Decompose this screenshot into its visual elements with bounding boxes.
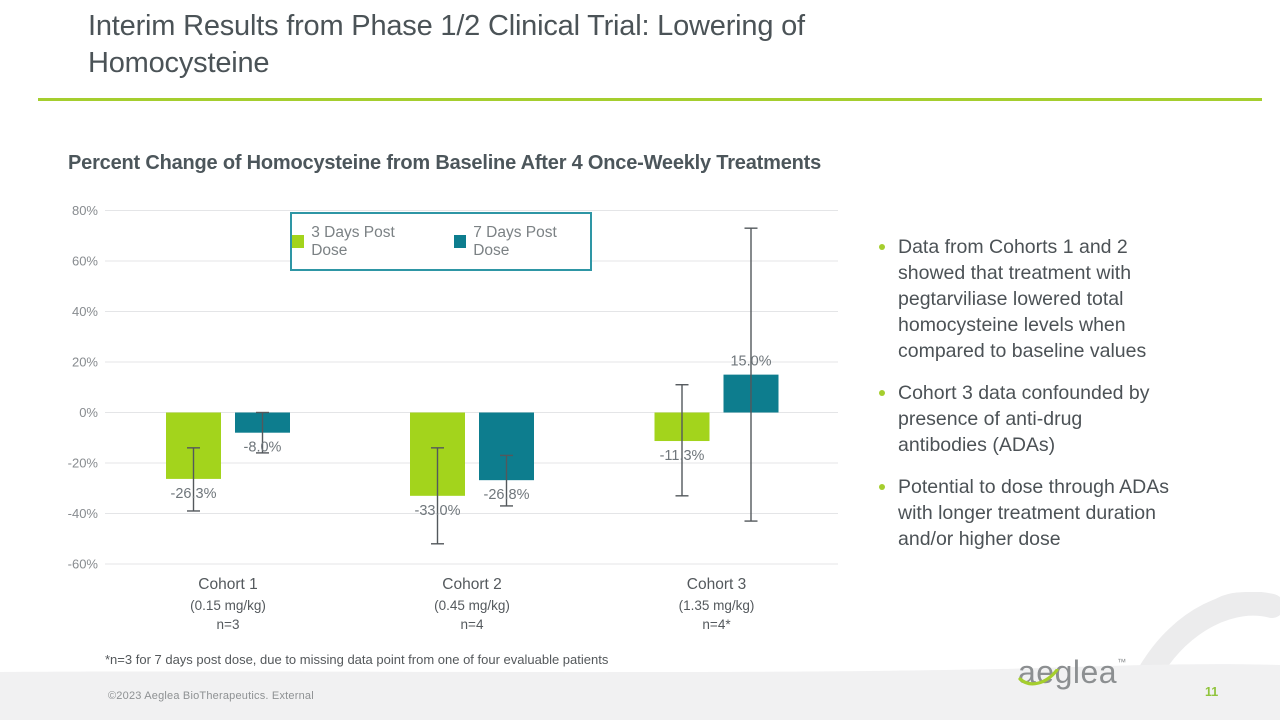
value-label-series-1-cohort-1: -8.0% [244, 440, 282, 456]
error-bar-series-1-cohort-1 [256, 411, 269, 454]
error-bar-series-0-cohort-2 [431, 447, 444, 545]
value-label-series-0-cohort-3: -11.3% [660, 448, 705, 464]
trademark-symbol: ™ [1117, 657, 1127, 667]
y-axis-tick-label: -60% [68, 557, 99, 572]
error-bar-series-0-cohort-3 [675, 384, 689, 497]
value-label-series-0-cohort-2: -33.0% [415, 503, 461, 519]
y-axis-tick-label: -20% [68, 456, 99, 471]
chart-footnote: *n=3 for 7 days post dose, due to missin… [105, 652, 609, 667]
page-number: 11 [1205, 685, 1219, 699]
value-label-series-0-cohort-1: -26.3% [171, 486, 217, 502]
y-axis-tick-label: -40% [68, 506, 99, 521]
bullet-item-1: Data from Cohorts 1 and 2 showed that tr… [872, 234, 1217, 364]
bullet-list: Data from Cohorts 1 and 2 showed that tr… [872, 234, 1217, 568]
copyright-text: ©2023 Aeglea BioTherapeutics. External [108, 690, 314, 702]
bar-chart: 80% 60% 40% 20% 0% -20% -40% -60% -26.3% -33.0% -1… [68, 203, 838, 632]
legend-label-3-days: 3 Days Post Dose [311, 223, 395, 259]
category-label-cohort-2-line-3: n=4 [461, 617, 484, 632]
corner-swoosh-icon [1140, 592, 1280, 672]
logo-swoosh-icon [1018, 669, 1059, 686]
footer-band [0, 664, 1280, 720]
bullet-item-2: Cohort 3 data confounded by presence of … [872, 380, 1217, 458]
category-label-cohort-1-line-1: Cohort 1 [198, 576, 257, 593]
legend-swatch-green-icon [292, 235, 305, 248]
slide-title: Interim Results from Phase 1/2 Clinical … [88, 10, 805, 79]
y-axis-tick-label: 80% [72, 203, 98, 218]
legend-swatch-teal-icon [454, 235, 467, 248]
legend-label-7-days: 7 Days Post Dose [473, 223, 557, 259]
error-bar-series-1-cohort-2 [500, 454, 513, 507]
category-label-cohort-2-line-2: (0.45 mg/kg) [434, 598, 510, 613]
category-label-cohort-3-line-3: n=4* [702, 617, 731, 632]
category-label-cohort-1-line-3: n=3 [217, 617, 240, 632]
legend-item-3-days: 3 Days Post Dose [292, 224, 428, 260]
chart-title: Percent Change of Homocysteine from Base… [68, 152, 822, 174]
legend-item-7-days: 7 Days Post Dose [454, 224, 590, 260]
y-axis-tick-label: 0% [79, 405, 98, 420]
title-underline [38, 98, 1262, 101]
category-label-cohort-2-line-1: Cohort 2 [442, 576, 501, 593]
bullet-item-3: Potential to dose through ADAs with long… [872, 474, 1217, 552]
error-bar-series-0-cohort-1 [187, 447, 200, 512]
chart-legend: 3 Days Post Dose 7 Days Post Dose [290, 212, 592, 271]
category-label-cohort-3-line-2: (1.35 mg/kg) [679, 598, 755, 613]
y-axis-tick-label: 20% [72, 355, 98, 370]
y-axis-tick-label: 40% [72, 304, 98, 319]
value-label-series-1-cohort-2: -26.8% [484, 487, 530, 503]
value-label-series-1-cohort-3: 15.0% [730, 354, 771, 370]
category-label-cohort-3-line-1: Cohort 3 [687, 576, 746, 593]
aeglea-logo: aeglea™ [1018, 654, 1138, 694]
error-bar-series-1-cohort-3 [744, 227, 758, 522]
category-label-cohort-1-line-2: (0.15 mg/kg) [190, 598, 266, 613]
y-axis-tick-label: 60% [72, 254, 98, 269]
